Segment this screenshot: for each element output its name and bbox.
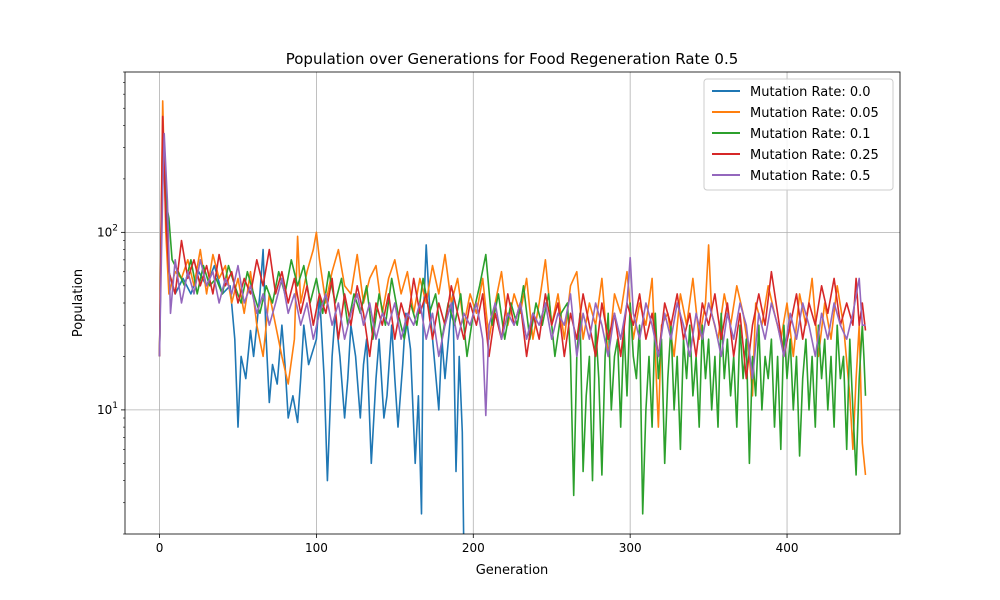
series-line-1 <box>158 100 867 476</box>
series-line-2 <box>158 139 867 515</box>
x-tick-label: 200 <box>462 541 485 555</box>
series-lines <box>158 100 867 534</box>
legend-box <box>703 78 894 191</box>
legend: Mutation Rate: 0.0 Mutation Rate: 0.05 Mut… <box>703 78 894 191</box>
legend-label-4: Mutation Rate: 0.5 <box>750 169 871 184</box>
x-tick-label: 0 <box>156 541 164 555</box>
x-tick-label: 400 <box>776 541 799 555</box>
y-tick-label: 101 <box>97 401 118 417</box>
series-line-4 <box>158 132 866 417</box>
legend-label-2: Mutation Rate: 0.1 <box>750 127 871 142</box>
chart-title: Population over Generations for Food Reg… <box>286 50 739 68</box>
y-axis-label: Population <box>71 269 86 337</box>
series-line-0 <box>158 124 465 534</box>
x-axis-label: Generation <box>476 563 549 578</box>
x-tick-label: 100 <box>305 541 328 555</box>
x-tick-label: 300 <box>619 541 642 555</box>
axis-ticks: 0 100 200 300 400 101 102 <box>97 71 799 555</box>
legend-label-1: Mutation Rate: 0.05 <box>750 106 879 121</box>
legend-label-0: Mutation Rate: 0.0 <box>750 85 871 100</box>
y-tick-label: 102 <box>97 223 118 239</box>
legend-label-3: Mutation Rate: 0.25 <box>750 148 879 163</box>
